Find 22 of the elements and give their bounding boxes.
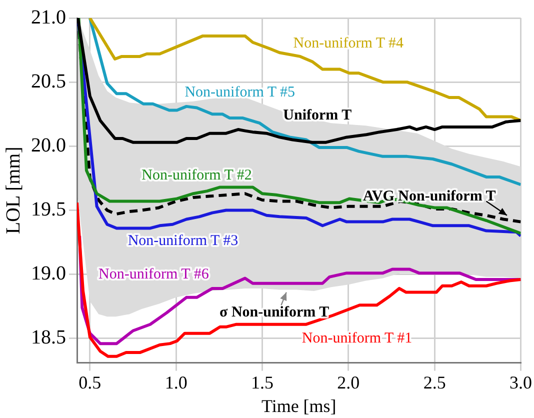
x-tick-label: 0.5 (78, 372, 102, 392)
series-label: Non-uniform T #4 (293, 36, 404, 52)
x-tick-label: 1.5 (251, 372, 274, 392)
x-tick-label: 2.0 (337, 372, 360, 392)
y-axis-title: LOL [mm] (2, 146, 24, 234)
x-tick-label: 3.0 (510, 372, 532, 392)
series-label: Uniform T (283, 107, 352, 124)
annotation: σ Non-uniform T (220, 304, 330, 321)
series-label: Non-uniform T #2 (142, 168, 252, 184)
series-label: Non-uniform T #1 (302, 330, 412, 346)
y-tick-label: 19.5 (31, 198, 66, 221)
x-tick-label: 1.0 (164, 372, 188, 392)
y-tick-label: 20.0 (31, 134, 66, 156)
series-label: Non-uniform T #5 (184, 84, 295, 100)
y-tick-label: 18.5 (31, 326, 66, 349)
y-tick-label: 20.5 (31, 70, 66, 92)
series-label: Non-uniform T #6 (98, 266, 210, 282)
y-tick-label: 19.0 (31, 262, 66, 285)
x-tick-label: 2.5 (423, 372, 446, 392)
series-label: Non-uniform T #3 (128, 232, 238, 249)
y-tick-label: 21.0 (31, 6, 66, 28)
x-axis-title: Time [ms] (261, 396, 336, 416)
